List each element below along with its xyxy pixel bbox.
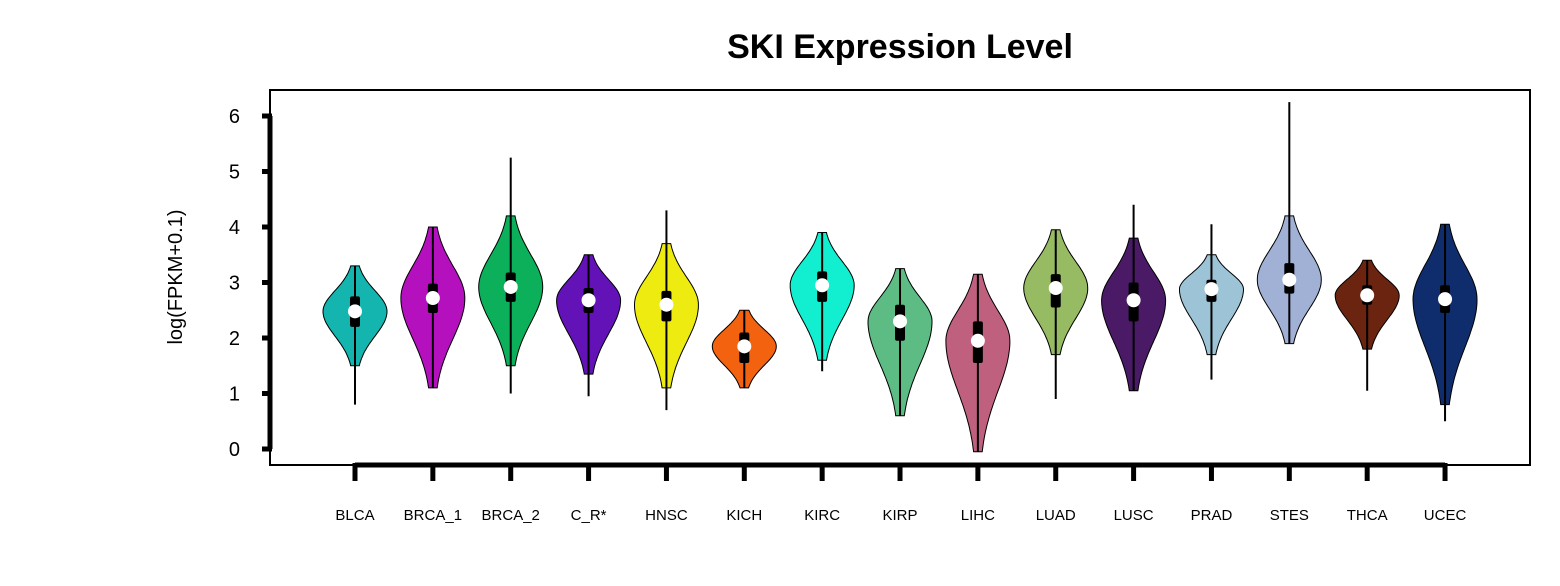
- violin-median-point: [348, 304, 362, 319]
- x-tick-label: STES: [1270, 507, 1309, 524]
- x-tick-label: LUAD: [1036, 507, 1076, 524]
- x-tick-label: KIRP: [883, 507, 918, 524]
- violin-median-point: [1360, 288, 1375, 303]
- violin-median-point: [1204, 282, 1219, 297]
- x-tick-label: BLCA: [335, 507, 374, 524]
- y-tick-label: 4: [229, 217, 240, 239]
- y-tick-label: 6: [229, 106, 240, 128]
- violin-median-point: [815, 278, 830, 293]
- violin-median-point: [737, 339, 752, 354]
- x-tick-label: KIRC: [804, 507, 840, 524]
- x-ticks: BLCA BRCA_1 BRCA_2 C_R* HNSC KICH KIRC KIRP LIHC…: [335, 463, 1466, 524]
- violin-median-point: [970, 333, 985, 348]
- x-tick-label: THCA: [1347, 507, 1388, 524]
- violin-median-point: [659, 297, 674, 312]
- violin-median-point: [581, 293, 596, 308]
- x-tick-label: C_R*: [571, 507, 607, 524]
- violin-median-point: [1126, 293, 1141, 308]
- y-tick-label: 1: [229, 384, 240, 406]
- x-tick-label: LUSC: [1114, 507, 1154, 524]
- x-tick-label: BRCA_1: [404, 507, 462, 524]
- chart-title: SKI Expression Level: [727, 28, 1073, 66]
- x-tick-label: LIHC: [961, 507, 995, 524]
- y-tick-label: 5: [229, 162, 240, 184]
- x-tick-label: KICH: [726, 507, 762, 524]
- violin-median-point: [503, 279, 518, 294]
- x-tick-label: HNSC: [645, 507, 688, 524]
- violins: [322, 102, 1478, 453]
- y-tick-label: 3: [229, 273, 240, 295]
- violin-median-point: [1438, 292, 1453, 307]
- violin-median-point: [1048, 281, 1063, 296]
- y-axis-label: log(FPKM+0.1): [165, 209, 187, 344]
- y-tick-label: 0: [229, 439, 240, 461]
- x-tick-label: PRAD: [1191, 507, 1233, 524]
- violin-median-point: [893, 314, 908, 329]
- x-tick-label: BRCA_2: [482, 507, 540, 524]
- y-tick-label: 2: [229, 328, 240, 350]
- violin-median-point: [1282, 272, 1297, 287]
- x-tick-label: UCEC: [1424, 507, 1467, 524]
- y-ticks: 0 1 2 3 4 5 6: [229, 106, 272, 461]
- violin-median-point: [425, 291, 440, 306]
